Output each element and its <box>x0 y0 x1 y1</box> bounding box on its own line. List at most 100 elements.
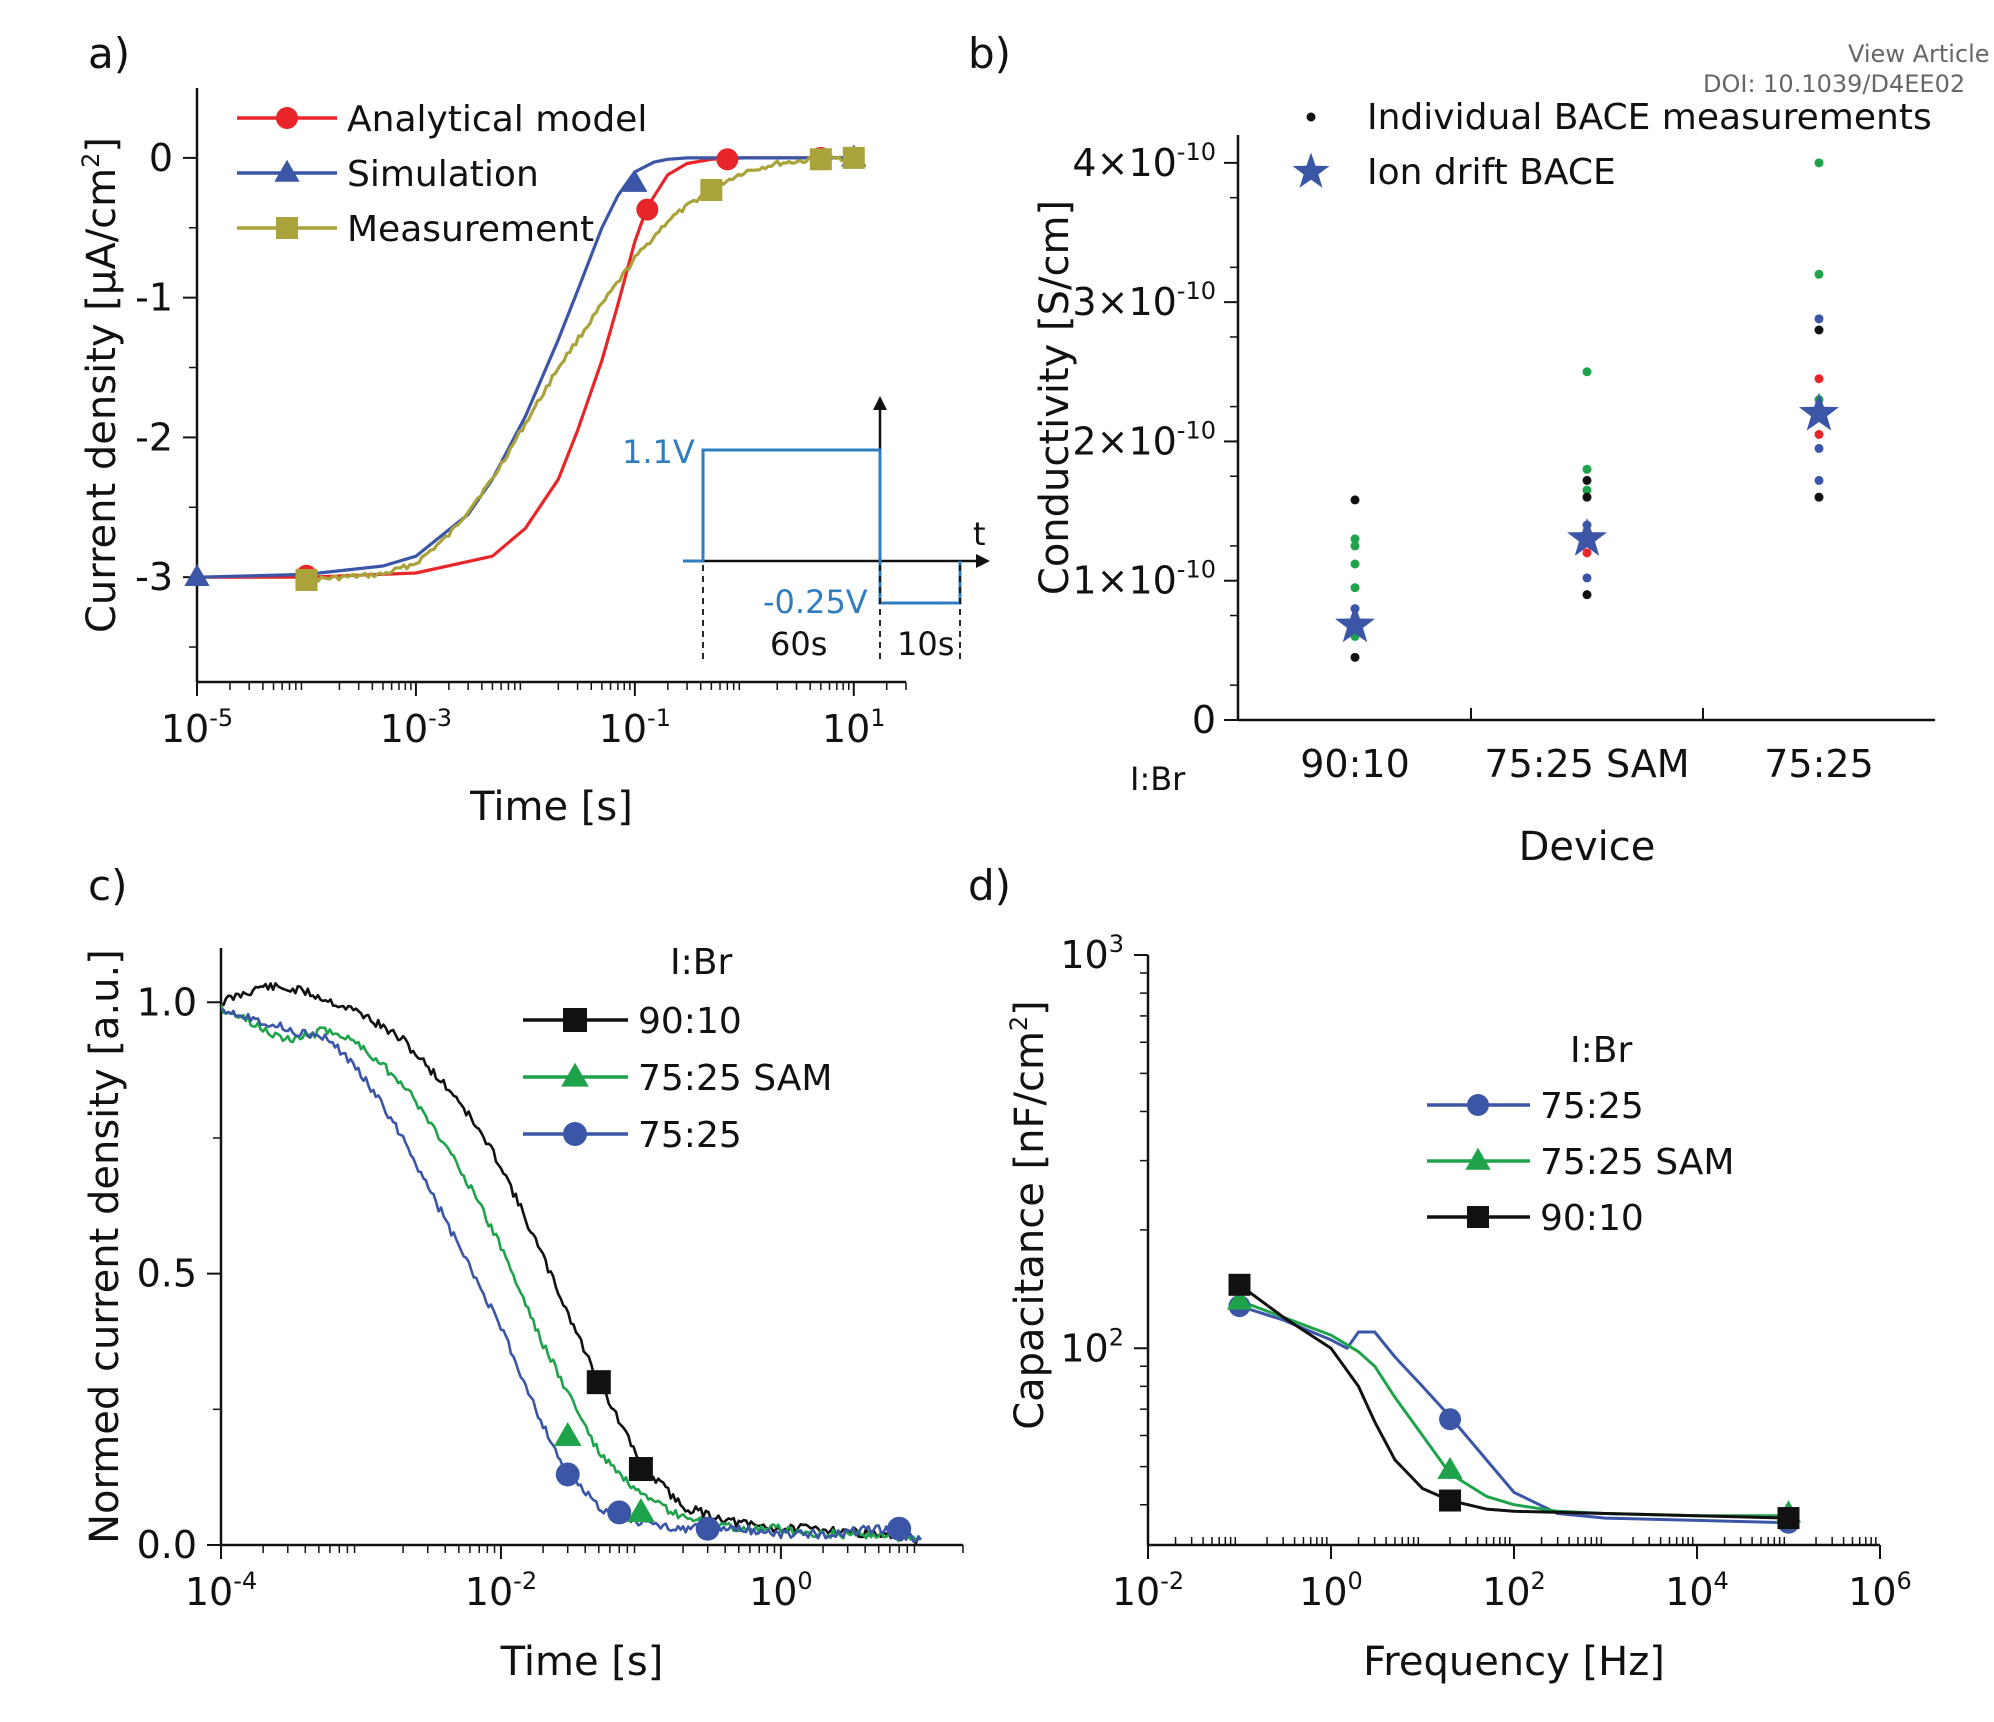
y-tick-label-exp: 2 <box>1109 1323 1124 1351</box>
data-marker-square <box>700 179 723 202</box>
legend-label: Individual BACE measurements <box>1367 97 1932 138</box>
x-tick-label: 10-1 <box>599 704 671 751</box>
x-tick-label-exp: -5 <box>209 704 233 732</box>
inset-toff-label: 10s <box>897 625 954 663</box>
legend-label: Measurement <box>347 209 594 250</box>
y-tick-label-base: 10 <box>1060 933 1108 977</box>
data-marker-square <box>1228 1273 1251 1296</box>
x-tick-label-base: 10 <box>599 707 647 751</box>
data-marker-triangle <box>553 1422 582 1447</box>
y-axis-label-part: Current density [µA/cm <box>79 168 125 633</box>
inset-t-label: t <box>973 515 986 553</box>
inset-time-arrowhead <box>976 554 990 568</box>
y-axis-label: Conductivity [S/cm] <box>1032 200 1078 595</box>
y-tick-label: 3×10-10 <box>1072 277 1216 324</box>
data-point-dot <box>1814 475 1824 485</box>
y-axis-label: Current density [µA/cm2] <box>77 137 125 633</box>
y-tick-label: 0 <box>149 136 173 180</box>
data-point-dot <box>1582 475 1592 485</box>
data-marker-square <box>628 1457 653 1482</box>
legend-marker-star <box>1292 152 1330 188</box>
data-marker-circle <box>607 1500 632 1525</box>
panel-label-c: c) <box>88 861 127 910</box>
y-tick-label: 0.5 <box>137 1252 197 1296</box>
x-tick-label-exp: 0 <box>797 1567 812 1595</box>
y-tick-label-exp: 3 <box>1109 930 1124 958</box>
y-axis-label-sup: 2 <box>1005 1016 1033 1031</box>
y-tick-label: 2×10-10 <box>1072 416 1216 463</box>
x-tick-label: 104 <box>1665 1567 1729 1614</box>
legend-marker-dot <box>1306 112 1316 122</box>
data-point-dot <box>1814 374 1824 384</box>
data-point-dot <box>1350 495 1360 505</box>
data-point-star <box>1335 604 1375 643</box>
data-point-dot <box>1582 492 1592 502</box>
data-point-dot <box>1350 541 1360 551</box>
y-tick-label-exp: -10 <box>1177 138 1216 166</box>
legend-label: Simulation <box>347 154 539 195</box>
panel-label-a: a) <box>88 29 130 78</box>
data-marker-triangle <box>1437 1456 1463 1479</box>
series-line-circle <box>1239 1304 1789 1525</box>
plot-area-a <box>197 155 855 584</box>
x-tick-label-exp: -3 <box>428 704 452 732</box>
x-tick-label-base: 10 <box>1848 1570 1896 1614</box>
legend-label: Analytical model <box>347 99 647 140</box>
y-axis-label-part: Capacitance [nF/cm <box>1007 1031 1053 1430</box>
legend-label: 75:25 <box>1540 1086 1644 1127</box>
data-point-dot <box>1350 534 1360 544</box>
x-tick-label-exp: 4 <box>1714 1567 1729 1595</box>
legend-label: 90:10 <box>1540 1198 1644 1239</box>
data-point-dot <box>1814 269 1824 279</box>
x-axis-label: Device <box>1519 824 1656 870</box>
inset-pulse-diagram: 1.1V -0.25V 60s 10s t <box>622 396 990 663</box>
x-axis-label: Time [s] <box>500 1639 664 1685</box>
x-tick-label-exp: -2 <box>513 1567 537 1595</box>
inset-voff-label: -0.25V <box>763 583 868 621</box>
x-tick-label: 10-2 <box>1112 1567 1184 1614</box>
x-tick-label: 10-4 <box>185 1567 257 1614</box>
x-tick-label: 106 <box>1848 1567 1912 1614</box>
y-tick-label-base: 1×10 <box>1072 559 1176 603</box>
data-point-dot <box>1814 443 1824 453</box>
y-tick-label-exp: -10 <box>1177 277 1216 305</box>
x-tick-label-base: 10 <box>185 1570 233 1614</box>
legend-marker-square <box>276 217 298 239</box>
x-tick-label: 10-2 <box>465 1567 537 1614</box>
inset-voltage-arrowhead <box>873 396 887 410</box>
data-point-dot <box>1814 314 1824 324</box>
y-tick-label: 103 <box>1060 930 1124 977</box>
data-point-dot <box>1350 559 1360 569</box>
data-point-dot <box>1582 464 1592 474</box>
data-marker-square <box>1777 1507 1800 1530</box>
watermark-line2: DOI: 10.1039/D4EE02 <box>1703 70 1965 98</box>
data-point-dot <box>1814 325 1824 335</box>
data-marker-circle <box>555 1462 580 1487</box>
panel-label-d: d) <box>968 861 1011 910</box>
legend-marker-circle <box>276 107 298 129</box>
y-axis-label: Normed current density [a.u.] <box>82 949 128 1544</box>
legend-label: Ion drift BACE <box>1367 152 1616 193</box>
data-point-star <box>1799 392 1839 431</box>
data-marker-square <box>295 568 318 591</box>
y-tick-label: 1×10-10 <box>1072 556 1216 603</box>
data-marker-triangle <box>184 563 210 586</box>
data-point-star <box>1567 517 1607 556</box>
data-point-dot <box>1350 652 1360 662</box>
data-marker-square <box>842 146 865 169</box>
data-point-dot <box>1582 573 1592 583</box>
data-point-dot <box>1582 548 1592 558</box>
x-tick-label-base: 10 <box>1299 1570 1347 1614</box>
data-marker-triangle <box>622 169 648 192</box>
data-point-dot <box>1582 485 1592 495</box>
data-point-dot <box>1582 367 1592 377</box>
legend-marker-square <box>1467 1206 1489 1228</box>
y-tick-label-exp: -10 <box>1177 556 1216 584</box>
legend-label: 75:25 SAM <box>638 1058 832 1099</box>
inset-von-label: 1.1V <box>622 433 695 471</box>
watermark-line1: View Article C <box>1848 40 1994 68</box>
